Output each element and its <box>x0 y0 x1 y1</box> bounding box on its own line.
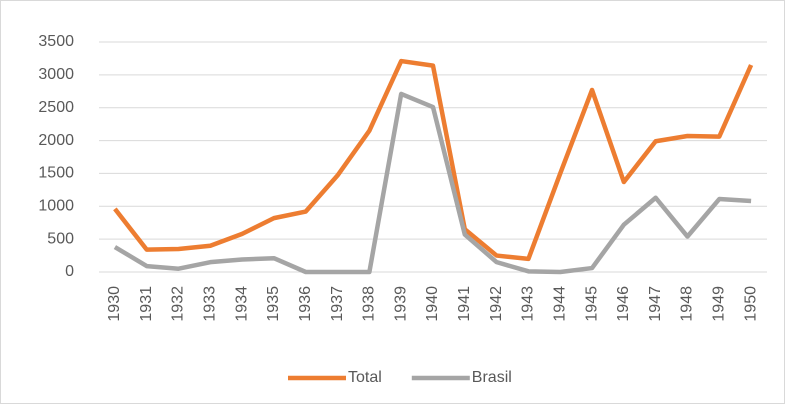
x-tick-label: 1941 <box>456 286 473 322</box>
x-tick-label: 1943 <box>520 286 537 322</box>
y-tick-label: 3000 <box>38 66 74 83</box>
x-tick-label: 1931 <box>138 286 155 322</box>
x-tick-label: 1936 <box>297 286 314 322</box>
y-tick-label: 500 <box>47 230 74 247</box>
x-tick-label: 1942 <box>488 286 505 322</box>
y-tick-label: 0 <box>65 263 74 280</box>
x-tick-label: 1934 <box>233 286 250 322</box>
x-tick-label: 1937 <box>329 286 346 322</box>
series-line <box>113 58 754 262</box>
y-tick-label: 1500 <box>38 165 74 182</box>
legend-label: Total <box>348 369 382 386</box>
legend-label: Brasil <box>472 369 512 386</box>
x-tick-label: 1930 <box>106 286 123 322</box>
x-tick-label: 1950 <box>742 286 759 322</box>
x-tick-label: 1940 <box>424 286 441 322</box>
x-tick-label: 1933 <box>202 286 219 322</box>
y-tick-label: 1000 <box>38 198 74 215</box>
x-tick-label: 1947 <box>647 286 664 322</box>
x-tick-label: 1935 <box>265 286 282 322</box>
y-tick-label: 2500 <box>38 99 74 116</box>
x-tick-label: 1932 <box>170 286 187 322</box>
series-line <box>113 91 752 275</box>
x-tick-label: 1944 <box>551 286 568 322</box>
x-tick-label: 1946 <box>615 286 632 322</box>
x-tick-label: 1945 <box>583 286 600 322</box>
x-tick-label: 1948 <box>679 286 696 322</box>
y-tick-label: 2000 <box>38 132 74 149</box>
y-tick-label: 3500 <box>38 33 74 50</box>
x-tick-label: 1939 <box>392 286 409 322</box>
x-tick-label: 1938 <box>361 286 378 322</box>
x-tick-label: 1949 <box>711 286 728 322</box>
